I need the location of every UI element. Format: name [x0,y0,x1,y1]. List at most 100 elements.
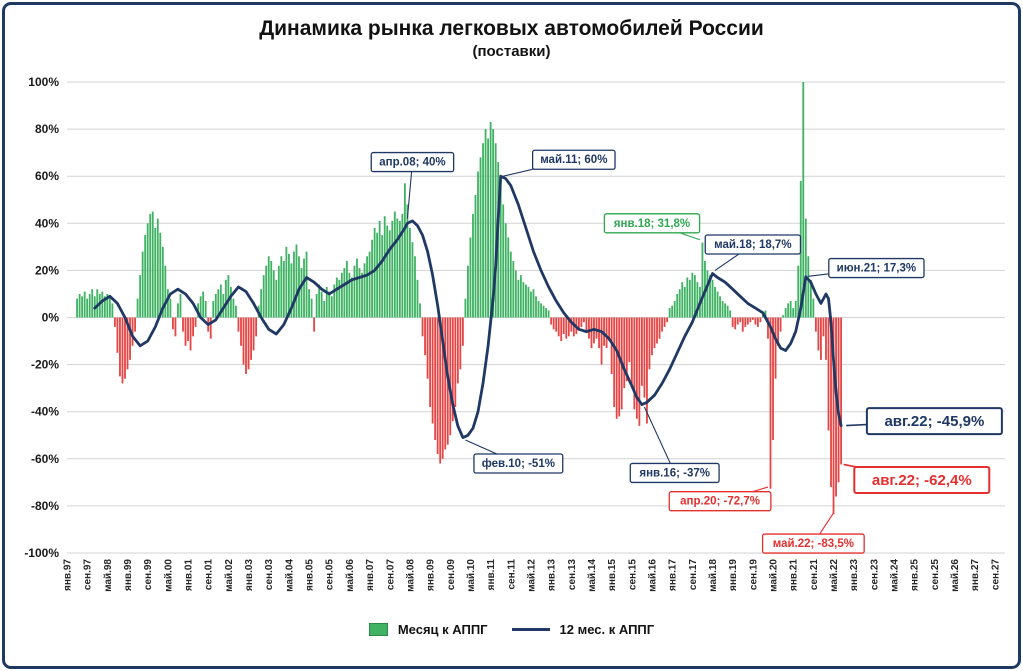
bar-month [477,171,479,318]
bar-month [444,317,447,450]
bar-month [141,251,144,318]
bar-month [825,317,827,360]
bar-month [156,218,159,318]
chart-legend: Месяц к АППГ 12 мес. к АППГ [5,622,1018,637]
bar-month [383,216,386,318]
bar-month [565,317,568,339]
x-axis-label: янв.11 [486,559,497,591]
bar-month [386,225,389,318]
bar-month [530,291,532,318]
bar-month [91,289,94,318]
bar-month [310,298,313,318]
bar-month [315,293,318,318]
x-axis-label: янв.17 [668,559,679,591]
bar-month [270,260,273,318]
bar-month [275,279,278,318]
bar-month [232,298,235,318]
bar-month [688,279,691,318]
bar-month [837,317,840,483]
x-axis-label: май.20 [769,559,780,592]
bar-month [608,317,611,342]
bar-month [76,298,78,318]
bar-month [683,286,686,318]
bar-month [255,317,258,337]
bar-month [809,279,812,318]
bar-month [719,296,721,318]
bar-month [235,305,237,318]
bar-month [409,228,411,318]
bar-month [411,242,414,318]
bar-month [456,317,459,384]
bar-month [767,317,769,339]
bar-month [545,308,547,318]
bar-month [678,289,681,318]
annotation-box [629,462,720,484]
bar-month [509,251,512,318]
bar-month [351,277,353,318]
bar-month [583,317,585,323]
bar-month [229,286,232,318]
bar-month [348,272,351,318]
bar-month [459,317,462,370]
bar-month [381,235,384,318]
bar-month [756,317,759,327]
bar-month [262,275,265,318]
bar-month [474,195,477,318]
bar-month [363,263,366,318]
bar-month [749,317,752,323]
bar-month [396,218,399,318]
y-axis-label: 20% [35,263,59,277]
x-axis-label: май.98 [103,559,114,592]
bar-month [343,268,346,318]
bar-month [514,270,517,318]
bar-month [469,237,472,318]
bar-month [328,291,331,318]
bar-month [219,284,222,318]
bar-month [630,317,633,386]
bar-month [691,272,694,318]
y-axis-label: -100% [24,546,59,560]
bar-month [751,317,754,320]
x-axis-label: янв.97 [63,559,74,591]
bar-month [706,270,709,318]
bar-month [154,228,157,318]
x-axis-label: янв.09 [426,559,437,591]
bar-month [414,256,416,318]
bar-month [769,317,772,489]
x-axis-label: май.18 [708,559,719,592]
bar-month [320,291,323,318]
bar-month [129,317,131,360]
y-axis-label: 40% [35,216,59,230]
line-12m [93,174,843,440]
bar-month [618,317,621,417]
bar-month [166,289,169,318]
bar-month [734,317,737,330]
legend-bar-label: Месяц к АППГ [397,622,488,637]
bar-month [535,296,537,318]
bar-month [192,317,194,337]
bar-month [237,317,240,332]
chart-title: Динамика рынка легковых автомобилей Росс… [259,17,764,40]
annotation-label: май.22; -83,5% [773,538,854,550]
bar-month [567,317,570,337]
bar-month [136,298,139,318]
bar-month [86,298,89,318]
bar-month [726,305,729,318]
x-axis-label: янв.15 [607,559,618,591]
bar-month [656,317,658,344]
bar-month [282,260,285,318]
bar-month [507,237,510,318]
bar-month [199,296,202,318]
bar-month [835,317,837,497]
y-axis-label: 60% [35,169,59,183]
bar-month [78,293,81,318]
bar-month [686,277,689,318]
bar-month [759,317,762,323]
bar-month [81,296,84,318]
bar-month [318,284,321,318]
bar-month [356,258,358,318]
bar-month [673,301,676,318]
bar-month [797,265,800,318]
bar-month [424,317,426,356]
bar-month [313,317,316,332]
